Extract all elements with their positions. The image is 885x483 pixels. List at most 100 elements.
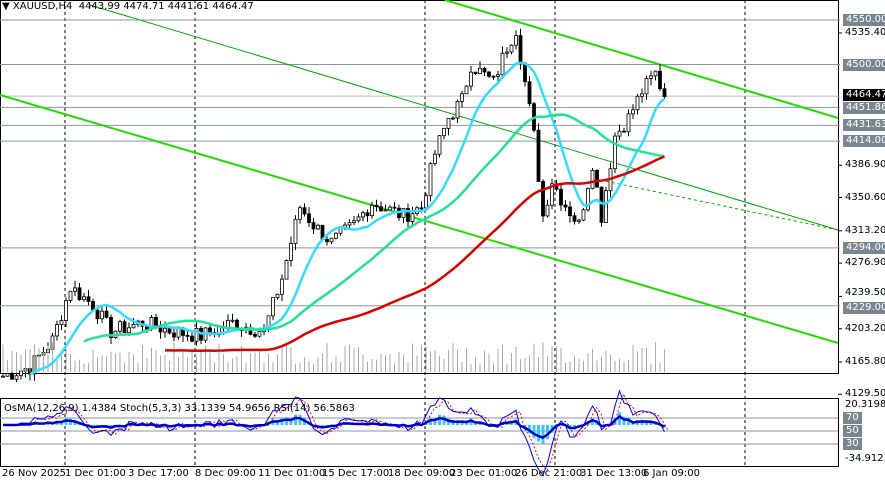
level-label: 4550.00 [843, 14, 885, 26]
candle-body [478, 67, 482, 75]
candle-body [383, 209, 388, 212]
candle-body [118, 321, 122, 332]
candle-body [518, 35, 523, 64]
candle-body [370, 204, 374, 217]
current-price-label: 4464.47 [843, 89, 885, 102]
osma-bar [438, 414, 441, 425]
candle-body [442, 127, 446, 137]
level-label: 4451.86 [843, 102, 885, 115]
trend-line-upper [444, 0, 839, 119]
osma-bar [546, 425, 549, 440]
time-tick: 11 Dec 01:00 [258, 468, 326, 479]
candle-body [428, 163, 433, 197]
chart-title: ▼ XAUUSD,H4 4443.99 4474.71 4441.61 4464… [2, 1, 254, 12]
candle-body [455, 100, 460, 119]
candle-body [365, 212, 370, 217]
candle-body [473, 71, 478, 75]
candle-body [131, 323, 136, 329]
price-tick: 4165.80 [845, 356, 885, 367]
osma-bar [285, 417, 288, 425]
ma-slow-line [164, 155, 665, 353]
candle-body [545, 204, 550, 217]
candle-body [311, 222, 316, 230]
time-tick: 26 Nov 2025 [2, 468, 67, 479]
candle-body [568, 206, 572, 217]
candle-body [658, 70, 662, 90]
candle-body [509, 44, 514, 53]
candle-body [293, 218, 298, 244]
time-tick: 23 Dec 01:00 [450, 468, 518, 479]
rsi-line [3, 414, 666, 439]
candle-body [496, 74, 500, 77]
candle-body [595, 170, 599, 188]
time-tick: 8 Dec 09:00 [195, 468, 256, 479]
candle-body [406, 208, 410, 222]
candle-body [298, 207, 302, 220]
candle-body [446, 118, 451, 129]
candle-body [167, 327, 172, 334]
candle-body [194, 328, 199, 342]
indicator-max-label: 20.3198 [845, 399, 885, 410]
candle-body [230, 319, 235, 322]
triangle-down-icon[interactable]: ▼ [2, 1, 10, 12]
time-tick: 18 Dec 09:00 [388, 468, 456, 479]
indicator-level-label: 50 [843, 425, 862, 437]
candle-body [302, 207, 307, 215]
candle-body [644, 77, 649, 95]
candle-body [437, 135, 442, 155]
candle-body [77, 287, 82, 301]
candle-body [649, 75, 653, 79]
candle-body [563, 204, 568, 208]
candle-body [325, 239, 329, 243]
candle-body [190, 335, 194, 342]
candle-body [5, 373, 10, 377]
indicator-level-label: 30 [843, 438, 862, 450]
trend-line-lower [0, 94, 839, 344]
candle-body [68, 290, 73, 301]
level-label: 4294.00 [843, 241, 885, 254]
candle-body [410, 213, 415, 222]
candle-body [617, 130, 622, 137]
osma-bar [442, 415, 446, 425]
indicator-min-label: -34.9123 [845, 453, 885, 464]
candle-body [73, 287, 77, 292]
candle-body [379, 206, 383, 212]
candle-body [95, 309, 100, 320]
candle-body [185, 335, 190, 337]
price-tick: 4129.50 [845, 388, 885, 400]
candle-body [361, 212, 365, 218]
price-tick: 4203.20 [845, 322, 885, 334]
osma-bar [532, 425, 536, 439]
candle-body [55, 324, 59, 337]
candle-body [662, 88, 667, 97]
ma-fast-line [29, 61, 666, 376]
candle-body [635, 95, 640, 111]
candle-body [82, 296, 86, 301]
price-tick: 4386.90 [845, 159, 885, 171]
candle-body [640, 93, 644, 97]
candle-body [559, 188, 563, 206]
candle-body [541, 181, 545, 217]
candle-body [316, 224, 320, 230]
candle-body [523, 62, 527, 83]
candle-body [451, 117, 455, 120]
candle-body [352, 220, 356, 223]
indicator-header: OsMA(12,26,9) 1.4384 Stoch(5,3,3) 33.133… [4, 403, 355, 414]
candle-body [487, 71, 491, 77]
candle-body [577, 219, 581, 222]
stoch-main-line [3, 389, 665, 477]
osma-bar [298, 414, 302, 425]
trend-line-extension [599, 179, 839, 231]
candle-body [347, 222, 352, 226]
price-tick: 4313.20 [845, 224, 885, 236]
stoch-signal-line [7, 392, 669, 472]
osma-bar [622, 416, 626, 425]
level-label: 4500.00 [843, 58, 885, 71]
trend-line [89, 4, 839, 231]
candle-body [163, 327, 167, 333]
candle-body [284, 260, 289, 280]
candle-body [271, 297, 275, 317]
osma-bar [618, 412, 621, 425]
